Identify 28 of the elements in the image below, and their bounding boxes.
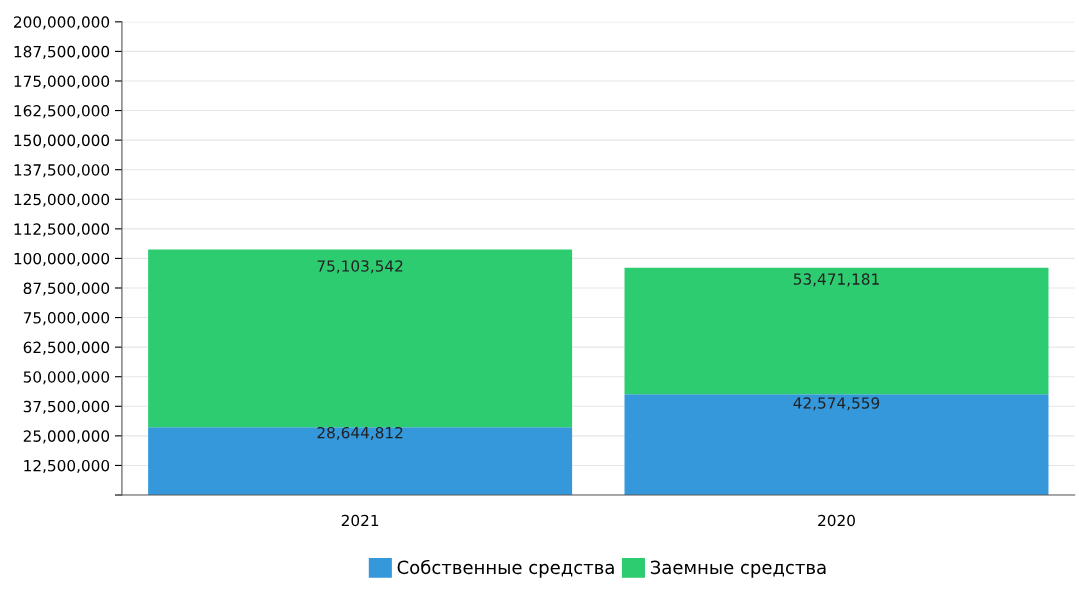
data-label: 53,471,181 [793, 273, 879, 287]
x-tick-label: 2021 [341, 514, 379, 527]
y-tick-label: 100,000,000 [14, 252, 110, 266]
y-tick-label: 50,000,000 [23, 371, 110, 385]
legend-label: Собственные средства [397, 559, 614, 578]
y-tick-label: 187,500,000 [14, 45, 110, 59]
data-label: 75,103,542 [317, 260, 403, 274]
y-tick-label: 112,500,000 [14, 223, 110, 237]
y-tick-label: 137,500,000 [14, 164, 110, 178]
y-tick-label: 162,500,000 [14, 105, 110, 119]
data-label: 42,574,559 [793, 397, 880, 411]
y-tick-label: 37,500,000 [23, 400, 110, 414]
y-tick-label: 175,000,000 [14, 75, 110, 89]
x-tick-label: 2020 [818, 514, 855, 527]
y-tick-label: 62,500,000 [23, 341, 110, 355]
bar [148, 249, 573, 428]
y-tick-label: 75,000,000 [23, 312, 110, 326]
legend-label: Заемные средства [650, 560, 826, 578]
y-tick-label: 12,500,000 [24, 459, 110, 474]
bar [624, 394, 1049, 496]
data-label: 28,644,812 [317, 426, 403, 441]
y-tick-label: 87,500,000 [23, 282, 110, 296]
bar [148, 427, 573, 496]
y-tick-label: 25,000,000 [23, 430, 110, 444]
y-tick-label: 125,000,000 [14, 193, 110, 207]
y-tick-label: 200,000,000 [14, 16, 110, 30]
bar [624, 267, 1049, 395]
y-tick-label: 150,000,000 [14, 134, 110, 148]
